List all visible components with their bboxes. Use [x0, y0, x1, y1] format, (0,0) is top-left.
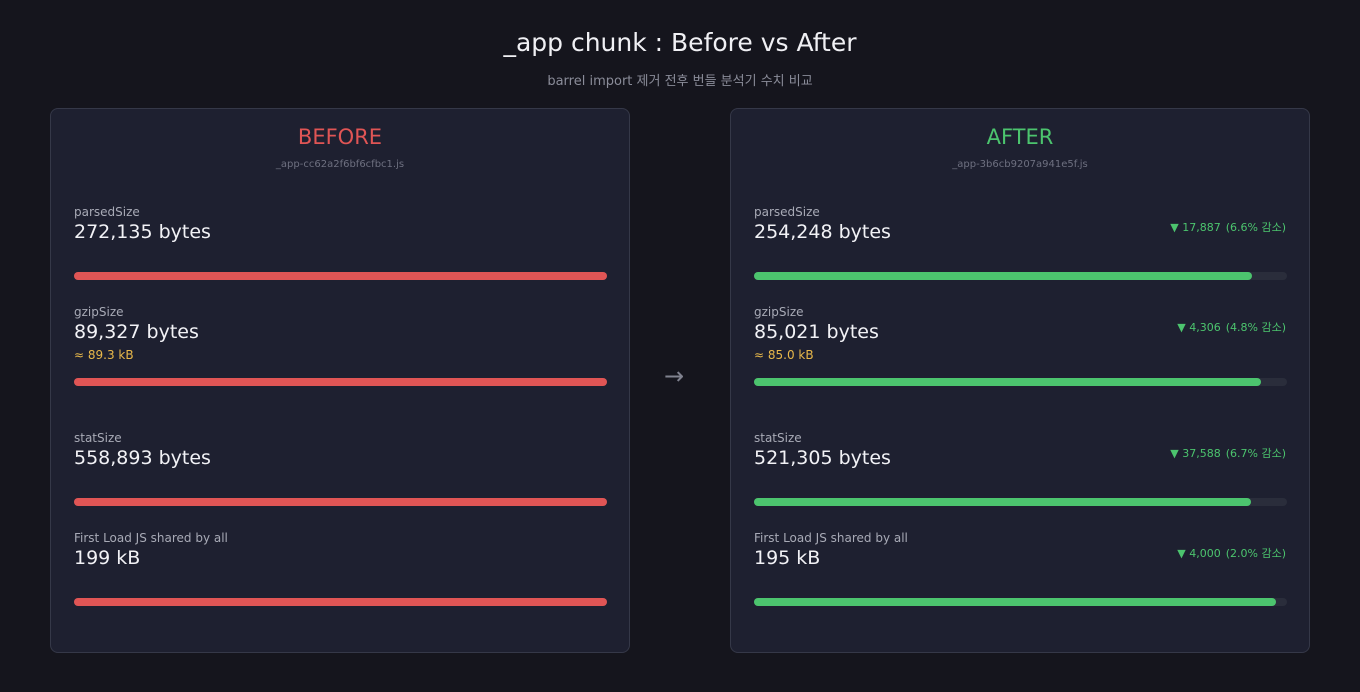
metric-value: 254,248 bytes	[754, 221, 891, 243]
delta-change: (6.7% 감소)	[1225, 447, 1286, 460]
bar	[754, 598, 1277, 606]
bar	[74, 272, 607, 280]
metric-value: 89,327 bytes	[74, 321, 199, 343]
bar	[74, 498, 607, 506]
bar-track	[74, 272, 607, 280]
delta-change: (2.0% 감소)	[1225, 547, 1286, 560]
metric-name: parsedSize	[754, 205, 820, 219]
metric-name: gzipSize	[754, 305, 804, 319]
bar-track	[754, 378, 1287, 386]
metric-value: 85,021 bytes	[754, 321, 879, 343]
subtitle: barrel import 제거 전후 번들 분석기 수치 비교	[547, 74, 813, 89]
delta-amount: ▼ 4,306	[1177, 321, 1221, 334]
approx-size: ≈ 85.0 kB	[754, 348, 814, 362]
metric-value: 199 kB	[74, 547, 141, 569]
file-name: _app-cc62a2f6bf6cfbc1.js	[275, 159, 405, 170]
bar	[74, 378, 607, 386]
delta-amount: ▼ 37,588	[1170, 447, 1221, 460]
bar-track	[754, 272, 1287, 280]
metric-name: statSize	[74, 431, 122, 445]
bar	[754, 272, 1252, 280]
metric-name: First Load JS shared by all	[74, 531, 228, 545]
bar-track	[754, 498, 1287, 506]
approx-size: ≈ 89.3 kB	[74, 348, 134, 362]
panel-label: BEFORE	[297, 125, 383, 149]
metric-value: 272,135 bytes	[74, 221, 211, 243]
title: _app chunk : Before vs After	[503, 28, 857, 57]
metric-value: 195 kB	[754, 547, 821, 569]
bar-track	[754, 598, 1287, 606]
metric-value: 521,305 bytes	[754, 447, 891, 469]
delta-amount: ▼ 4,000	[1177, 547, 1221, 560]
panel: AFTER _app-3b6cb9207a941e5f.js parsedSize 2…	[730, 108, 1310, 653]
metric-name: statSize	[754, 431, 802, 445]
metric-name: gzipSize	[74, 305, 124, 319]
panel-label: AFTER	[986, 125, 1054, 149]
metric-name: First Load JS shared by all	[754, 531, 908, 545]
delta-amount: ▼ 17,887	[1170, 221, 1221, 234]
bar-track	[74, 598, 607, 606]
metric-value: 558,893 bytes	[74, 447, 211, 469]
bar	[754, 378, 1262, 386]
arrow: →	[664, 362, 685, 390]
bar	[74, 598, 607, 606]
delta-change: (6.6% 감소)	[1225, 221, 1286, 234]
metric-name: parsedSize	[74, 205, 140, 219]
delta: ▼ 37,588 (6.7% 감소)	[1170, 445, 1286, 461]
bar-track	[74, 378, 607, 386]
panel: BEFORE _app-cc62a2f6bf6cfbc1.js parsedSize…	[50, 108, 630, 653]
bar	[754, 498, 1252, 506]
delta: ▼ 17,887 (6.6% 감소)	[1170, 219, 1286, 235]
delta: ▼ 4,306 (4.8% 감소)	[1177, 319, 1286, 335]
delta: ▼ 4,000 (2.0% 감소)	[1177, 545, 1286, 561]
bar-track	[74, 498, 607, 506]
file-name: _app-3b6cb9207a941e5f.js	[952, 159, 1088, 170]
delta-change: (4.8% 감소)	[1225, 321, 1286, 334]
